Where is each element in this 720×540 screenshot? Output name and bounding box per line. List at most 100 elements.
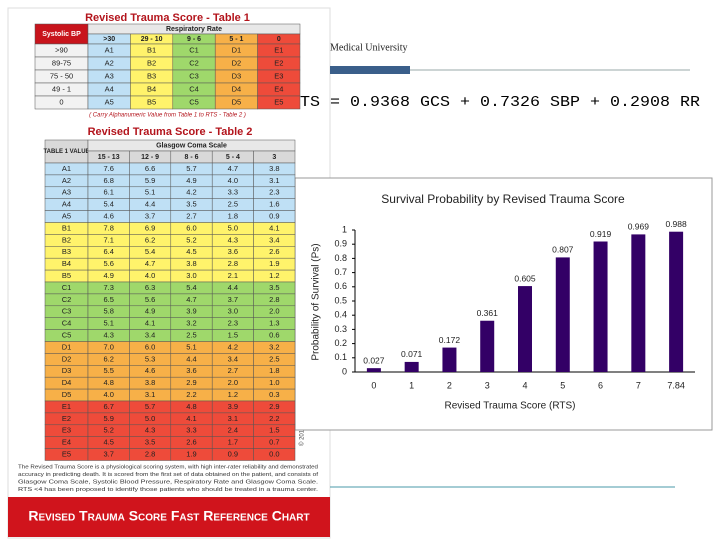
cell: 2.1: [228, 271, 238, 280]
cell: 6.2: [103, 354, 113, 363]
cell: 4.6: [103, 212, 113, 221]
cell: 6.4: [103, 247, 113, 256]
cell: 0.6: [269, 331, 279, 340]
x-tick-label: 4: [522, 380, 527, 390]
cell: 3.7: [103, 450, 113, 459]
value-label: 0.605: [514, 273, 536, 283]
cell: 2.5: [186, 331, 196, 340]
cell: 4.4: [186, 354, 196, 363]
cell: E4: [274, 84, 283, 93]
column-header: 8 - 6: [184, 154, 198, 161]
cell: 3.1: [269, 176, 279, 185]
cell: 5.1: [145, 188, 155, 197]
cell: 5.9: [103, 414, 113, 423]
cell: 1.8: [269, 366, 279, 375]
y-tick-label: 0.1: [334, 352, 347, 362]
value-label: 0.969: [628, 222, 650, 232]
cell: 4.3: [228, 235, 238, 244]
cell: 5.1: [103, 319, 113, 328]
cell: 2.2: [186, 390, 196, 399]
cell: A4: [105, 84, 114, 93]
cell: 4.9: [103, 271, 113, 280]
cell: 3.3: [228, 188, 238, 197]
cell: C1: [189, 45, 199, 54]
cell: A5: [105, 97, 114, 106]
cell: 4.2: [228, 342, 238, 351]
cell: 3.0: [186, 271, 196, 280]
cell: C5: [189, 97, 199, 106]
cell: 2.0: [228, 378, 238, 387]
cell: 3.8: [145, 378, 155, 387]
cell: A2: [105, 58, 114, 67]
cell: 6.5: [103, 295, 113, 304]
cell: 6.6: [145, 164, 155, 173]
y-axis-label: Probability of Survival (Ps): [311, 243, 322, 360]
cell: 6.1: [103, 188, 113, 197]
cell: 4.1: [145, 319, 155, 328]
cell: 1.9: [269, 259, 279, 268]
cell: 5.7: [145, 402, 155, 411]
cell: D2: [232, 58, 242, 67]
cell: 2.5: [228, 200, 238, 209]
cell: 3.9: [228, 402, 238, 411]
cell: 4.7: [186, 295, 196, 304]
bar: [593, 241, 608, 372]
cell: A1: [105, 45, 114, 54]
column-header: 5 - 1: [229, 36, 243, 43]
y-tick-label: 0.7: [334, 267, 347, 277]
cell: 5.4: [103, 200, 113, 209]
cell: B2: [147, 58, 156, 67]
description-line: accuracy in predicting death. It is scor…: [18, 472, 318, 478]
row-header: D3: [62, 366, 72, 375]
cell: 0.9: [228, 450, 238, 459]
cell: 3.3: [186, 426, 196, 435]
row-header: A1: [62, 164, 71, 173]
column-header: 15 - 13: [98, 154, 120, 161]
column-header: >30: [103, 36, 115, 43]
cell: 3.4: [228, 354, 238, 363]
cell: 4.3: [103, 331, 113, 340]
x-tick-label: 7: [636, 380, 641, 390]
cell: C4: [189, 84, 199, 93]
cell: 4.4: [145, 200, 155, 209]
y-tick-label: 0.5: [334, 295, 347, 305]
cell: 4.8: [186, 402, 196, 411]
cell: 3.4: [269, 235, 279, 244]
cell: 1.5: [228, 331, 238, 340]
cell: 1.7: [228, 438, 238, 447]
cell: 7.6: [103, 164, 113, 173]
row-header: A3: [62, 188, 71, 197]
row-header: D4: [62, 378, 72, 387]
row-header: 49 - 1: [52, 84, 71, 93]
cell: 2.6: [186, 438, 196, 447]
value-label: 0.027: [363, 355, 385, 365]
banner-bg: [8, 497, 330, 537]
cell: 2.7: [186, 212, 196, 221]
x-tick-label: 7.84: [667, 380, 685, 390]
row-header: C5: [62, 331, 72, 340]
table-note: ( Carry Alphanumeric Value from Table 1 …: [89, 113, 246, 119]
cell: 4.9: [186, 176, 196, 185]
y-tick-label: 0.2: [334, 338, 347, 348]
value-label: 0.919: [590, 229, 612, 239]
cell: 3.8: [186, 259, 196, 268]
cell: 2.8: [228, 259, 238, 268]
column-header: 3: [272, 154, 276, 161]
cell: 5.2: [186, 235, 196, 244]
description-line: The Revised Trauma Score is a physiologi…: [18, 465, 318, 471]
cell: 1.2: [269, 271, 279, 280]
cell: 3.5: [145, 438, 155, 447]
row-header: C3: [62, 307, 72, 316]
row-header: C2: [62, 295, 72, 304]
cell: 2.0: [269, 307, 279, 316]
cell: C3: [189, 71, 199, 80]
column-header: 9 - 6: [187, 36, 201, 43]
value-label: 0.172: [439, 335, 461, 345]
description-line: RTS <4 has been proposed to identify tho…: [18, 487, 318, 493]
chart-title: Survival Probability by Revised Trauma S…: [381, 192, 625, 206]
row-header: C1: [62, 283, 72, 292]
cell-bg: [257, 95, 301, 110]
bar: [480, 320, 495, 372]
row-header: 75 - 50: [50, 71, 73, 80]
